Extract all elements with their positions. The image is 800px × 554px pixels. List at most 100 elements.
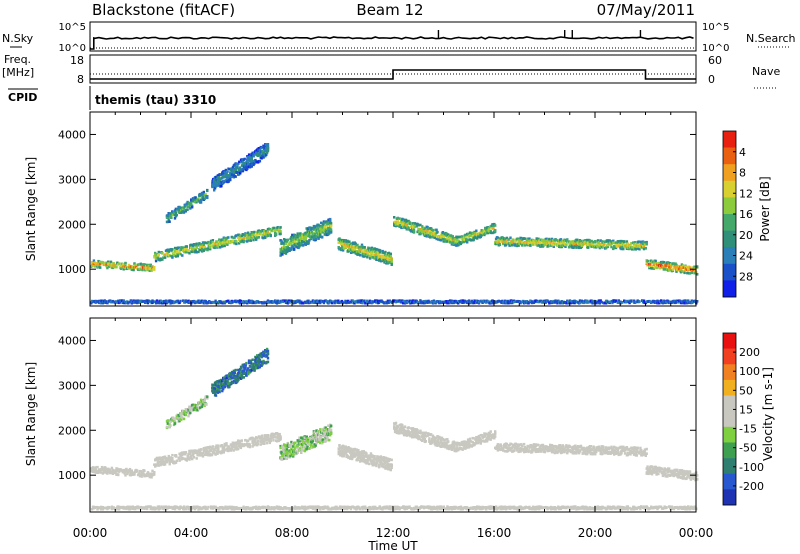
power-echo-2505 (635, 247, 638, 250)
velocity-echo-410 (232, 449, 235, 452)
power-echo-1427 (349, 246, 352, 250)
power-echo-2094 (511, 242, 514, 245)
power-echo-625 (186, 205, 189, 208)
power-colorbar-tick-label-0: 4 (739, 146, 746, 159)
velocity-echo-843 (234, 377, 237, 381)
power-echo-3062 (300, 300, 303, 304)
power-echo-3268 (422, 300, 426, 303)
velocity-echo-203 (166, 459, 170, 462)
power-echo-3475 (544, 301, 547, 304)
velocity-echo-341 (209, 449, 213, 452)
power-echo-301 (200, 245, 203, 248)
power-echo-2998 (261, 301, 264, 305)
power-echo-2535 (642, 245, 646, 248)
velocity-echo-436 (238, 441, 242, 445)
velocity-echo-660 (196, 407, 199, 410)
velocity-echo-568 (165, 425, 169, 429)
power-echo-2292 (568, 244, 572, 248)
velocity-echo-467 (251, 445, 254, 448)
power-echo-1360 (329, 231, 333, 234)
power-echo-803 (228, 174, 231, 177)
power-echo-1362 (329, 221, 333, 225)
velocity-echo-1133 (293, 441, 297, 445)
power-echo-715 (213, 182, 217, 185)
velocity-echo-599 (177, 414, 180, 417)
velocity-echo-330 (207, 450, 210, 454)
power-echo-954 (253, 162, 256, 165)
power-echo-389 (226, 243, 229, 246)
velocity-echo-304 (200, 448, 203, 451)
power-echo-1957 (470, 231, 473, 235)
power-echo-555 (279, 232, 282, 236)
power-echo-415 (235, 234, 238, 237)
power-echo-642 (190, 205, 194, 209)
power-echo-1059 (283, 251, 286, 255)
velocity-echo-994 (259, 353, 262, 357)
power-echo-3576 (599, 299, 602, 302)
power-echo-434 (242, 233, 245, 237)
nsky-trace (90, 30, 696, 50)
velocity-echo-453 (246, 442, 249, 446)
power-echo-1289 (320, 230, 323, 234)
power-echo-2443 (614, 246, 618, 250)
power-echo-3500 (558, 300, 561, 303)
power-echo-3577 (600, 300, 603, 304)
power-echo-169 (157, 253, 160, 257)
velocity-echo-571 (167, 419, 170, 422)
power-echo-452 (247, 233, 251, 237)
power-echo-154 (153, 255, 156, 259)
power-echo-2237 (553, 240, 556, 243)
velocity-echo-357 (215, 444, 218, 447)
power-echo-1936 (464, 234, 467, 238)
power-echo-2845 (169, 302, 172, 305)
power-echo-1536 (371, 253, 374, 257)
velocity-echo-638 (189, 408, 192, 412)
velocity-echo-1035 (266, 352, 270, 355)
power-echo-1987 (479, 235, 482, 239)
power-echo-273 (191, 245, 195, 249)
power-echo-781 (224, 168, 227, 172)
power-echo-823 (231, 165, 235, 169)
power-echo-537 (273, 226, 276, 230)
power-echo-966 (256, 151, 259, 155)
power-echo-852 (237, 170, 240, 174)
power-echo-183 (162, 256, 165, 259)
freq-line (90, 69, 696, 80)
power-echo-711 (213, 179, 216, 182)
power-echo-158 (154, 253, 157, 257)
power-echo-1926 (460, 235, 463, 238)
velocity-echo-891 (242, 376, 245, 379)
power-echo-186 (163, 256, 167, 259)
power-echo-2642 (673, 265, 676, 268)
power-echo-3224 (398, 299, 401, 302)
power-echo-2431 (610, 240, 613, 243)
velocity-echo-472 (252, 440, 255, 444)
velocity-echo-703 (212, 383, 215, 387)
velocity-echo-1112 (290, 447, 293, 451)
power-echo-2941 (227, 299, 230, 303)
power-echo-2275 (564, 245, 567, 248)
velocity-echo-614 (181, 416, 184, 419)
velocity-echo-1103 (288, 443, 291, 447)
velocity-echo-116 (137, 472, 141, 475)
power-echo-387 (225, 238, 228, 241)
power-echo-1175 (302, 240, 306, 244)
power-echo-860 (239, 166, 242, 169)
power-echo-1195 (306, 228, 309, 232)
power-echo-1157 (299, 234, 302, 237)
velocity-echo-766 (222, 387, 225, 391)
velocity-echo-1003 (261, 362, 264, 366)
power-echo-2701 (693, 271, 696, 275)
power-echo-794 (226, 177, 229, 180)
power-echo-2405 (602, 245, 605, 248)
power-echo-2284 (566, 240, 569, 243)
power-echo-1099 (290, 235, 293, 239)
power-echo-569 (168, 220, 171, 223)
power-echo-1359 (329, 223, 333, 227)
power-echo-707 (213, 180, 216, 184)
power-echo-1394 (342, 239, 346, 242)
power-echo-228 (177, 246, 180, 250)
power-echo-2776 (127, 301, 130, 304)
power-echo-2500 (633, 241, 637, 244)
power-echo-3665 (659, 299, 663, 302)
